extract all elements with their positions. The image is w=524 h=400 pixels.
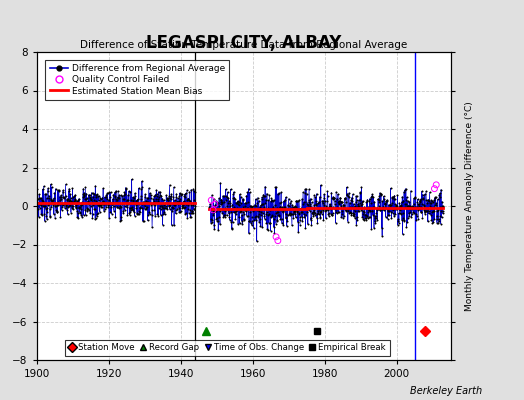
Title: LEGASPI CITY, ALBAY: LEGASPI CITY, ALBAY <box>146 34 341 52</box>
Text: Difference of Station Temperature Data from Regional Average: Difference of Station Temperature Data f… <box>80 40 407 50</box>
Point <box>432 182 441 188</box>
Text: Berkeley Earth: Berkeley Earth <box>410 386 482 396</box>
Point <box>211 201 219 207</box>
Point <box>430 186 439 192</box>
Legend: Station Move, Record Gap, Time of Obs. Change, Empirical Break: Station Move, Record Gap, Time of Obs. C… <box>64 340 389 356</box>
Y-axis label: Monthly Temperature Anomaly Difference (°C): Monthly Temperature Anomaly Difference (… <box>465 101 474 311</box>
Point <box>207 197 215 204</box>
Point <box>209 207 217 213</box>
Point <box>272 234 280 240</box>
Point <box>274 238 282 244</box>
